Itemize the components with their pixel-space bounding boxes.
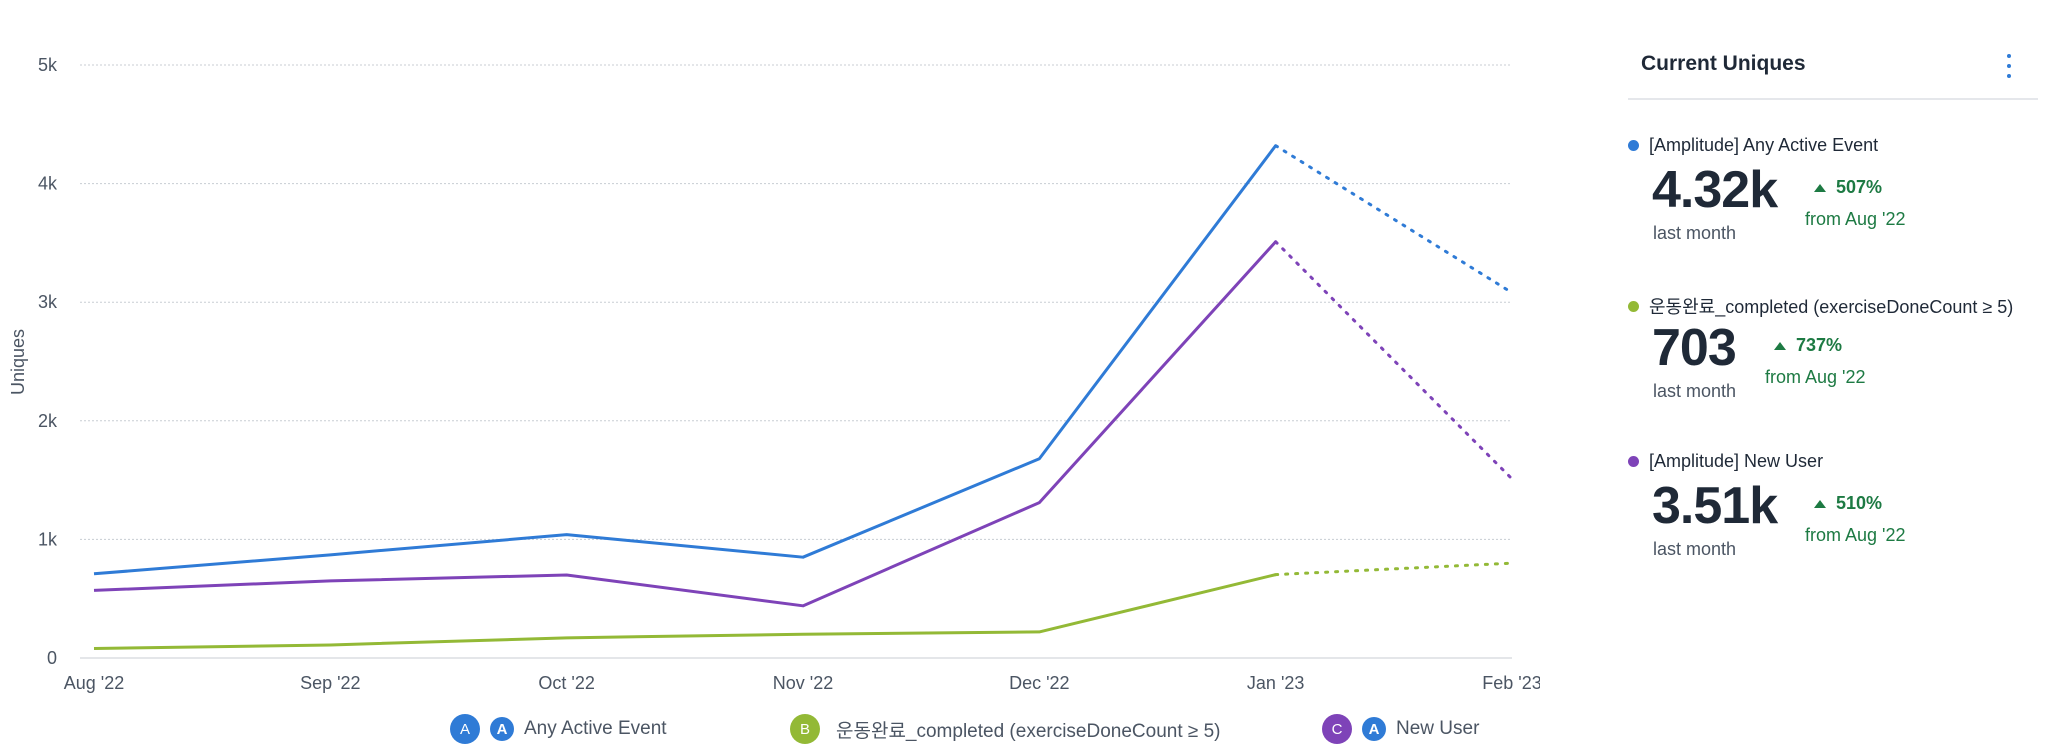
metric-change-value: 510%: [1836, 493, 1883, 513]
current-uniques-panel: Current Uniques [Amplitude] Any Active E…: [1628, 0, 2038, 755]
series-line-2: [93, 240, 1277, 608]
x-tick-label: Jan '23: [1247, 673, 1304, 693]
series-badge-a: A: [450, 714, 480, 744]
series-dot: [1628, 300, 1639, 312]
metric-label: [Amplitude] Any Active Event: [1649, 135, 1879, 155]
metric-baseline: from Aug '22: [1805, 209, 1906, 229]
gridlines: [80, 64, 1512, 659]
trend-up-icon: [1814, 183, 1826, 192]
series-lines: [93, 144, 1514, 651]
amplitude-icon: A: [1362, 717, 1386, 741]
metric-change: 510%: [1814, 493, 1882, 514]
metric-label: [Amplitude] New User: [1649, 451, 1824, 471]
series-line-1: [93, 573, 1277, 651]
chart-canvas: 0 1k 2k 3k 4k 5k Aug '22 Sep '22 Oct '22 Nov '22…: [8, 55, 1540, 693]
y-axis-title: Uniques: [8, 329, 28, 395]
metric-change-value: 737%: [1796, 335, 1843, 355]
legend-label: New User: [1396, 718, 1480, 739]
metric-baseline: from Aug '22: [1805, 525, 1906, 545]
x-tick-label: Aug '22: [64, 673, 125, 693]
y-tick-label: 5k: [38, 55, 58, 75]
series-badge-c: C: [1322, 714, 1352, 744]
series-dot: [1628, 456, 1639, 467]
y-axis-ticks: 0 1k 2k 3k 4k 5k: [38, 55, 58, 668]
metric-value: 703: [1652, 319, 1737, 377]
legend-item-c[interactable]: C A New User: [1322, 713, 1479, 745]
y-tick-label: 2k: [38, 411, 58, 431]
more-options-icon[interactable]: [2004, 54, 2014, 78]
metric-value: 4.32k: [1652, 161, 1778, 219]
metric-period: last month: [1653, 223, 1737, 243]
line-chart: 0 1k 2k 3k 4k 5k Aug '22 Sep '22 Oct '22 Nov '22…: [8, 55, 1540, 745]
metric-change: 737%: [1774, 335, 1842, 356]
metric-value: 3.51k: [1652, 477, 1778, 535]
metric-change: 507%: [1814, 177, 1882, 198]
series-projection-0: [1274, 144, 1514, 295]
trend-up-icon: [1774, 341, 1786, 350]
series-projection-2: [1274, 240, 1514, 481]
y-tick-label: 4k: [38, 174, 58, 194]
x-tick-label: Nov '22: [773, 673, 833, 693]
series-line-0: [93, 144, 1277, 576]
x-tick-label: Sep '22: [300, 673, 361, 693]
legend-item-b[interactable]: B 운동완료_completed (exerciseDoneCount ≥ 5): [790, 713, 1221, 745]
panel-header: Current Uniques: [1628, 48, 2038, 100]
metric-period: last month: [1653, 539, 1737, 559]
y-tick-label: 1k: [38, 529, 58, 549]
x-tick-label: Dec '22: [1009, 673, 1069, 693]
x-axis-ticks: Aug '22 Sep '22 Oct '22 Nov '22 Dec '22 Jan '…: [64, 673, 1540, 693]
metric-change-value: 507%: [1836, 177, 1883, 197]
x-tick-label: Oct '22: [538, 673, 594, 693]
amplitude-icon: A: [490, 717, 514, 741]
series-dot: [1628, 140, 1639, 151]
metric-label: 운동완료_completed (exerciseDoneCount ≥ 5): [1649, 297, 2014, 317]
series-badge-b: B: [790, 714, 820, 744]
y-tick-label: 3k: [38, 292, 58, 312]
trend-up-icon: [1814, 499, 1826, 508]
panel-title: Current Uniques: [1641, 52, 1806, 75]
y-tick-label: 0: [47, 648, 57, 668]
x-tick-label: Feb '23: [1482, 673, 1540, 693]
metric-period: last month: [1653, 381, 1737, 401]
metric-baseline: from Aug '22: [1765, 367, 1866, 387]
legend-label: 운동완료_completed (exerciseDoneCount ≥ 5): [836, 720, 1221, 742]
legend-item-a[interactable]: A A Any Active Event: [450, 713, 667, 745]
series-projection-1: [1274, 561, 1514, 577]
legend-label: Any Active Event: [524, 718, 667, 739]
